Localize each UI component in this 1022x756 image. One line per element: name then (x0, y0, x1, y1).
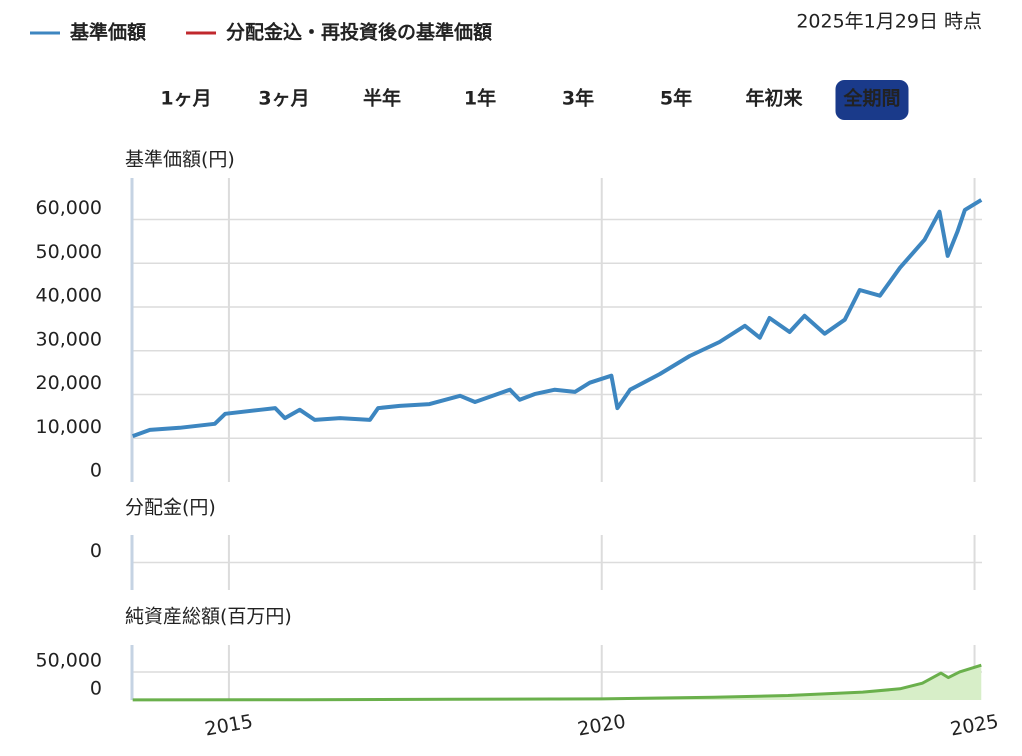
y-tick-label: 60,000 (36, 197, 102, 219)
y-tick-label: 0 (90, 678, 102, 700)
y-tick-label: 0 (90, 460, 102, 482)
period-tab[interactable]: 1年 (464, 87, 496, 110)
y-axis-title: 分配金(円) (125, 497, 216, 519)
y-tick-label: 50,000 (36, 241, 102, 263)
period-tab[interactable]: 半年 (363, 87, 401, 110)
area (132, 665, 982, 700)
plot-area (132, 178, 982, 482)
period-tab-active (835, 80, 909, 120)
y-tick-label: 50,000 (36, 649, 102, 671)
y-axis-title: 基準価額(円) (125, 149, 235, 171)
line (132, 198, 983, 438)
y-axis-title: 純資産総額(百万円) (125, 606, 292, 628)
period-tab[interactable]: 3ヶ月 (258, 88, 309, 110)
x-tick-label: 2020 (576, 710, 627, 740)
y-tick-label: 10,000 (36, 416, 102, 438)
period-tab[interactable]: 5年 (660, 87, 692, 110)
period-tab[interactable]: 1ヶ月 (160, 88, 211, 110)
y-tick-label: 0 (90, 540, 102, 562)
y-tick-label: 20,000 (36, 372, 102, 394)
x-tick-label: 2025 (949, 710, 1000, 740)
line (132, 663, 982, 702)
period-tab[interactable]: 年初来 (745, 87, 802, 110)
y-tick-label: 40,000 (36, 285, 102, 307)
period-tab[interactable]: 全期間 (842, 87, 900, 110)
y-tick-label: 30,000 (36, 328, 102, 350)
legend-label: 分配金込・再投資後の基準価額 (226, 21, 492, 44)
legend-label: 基準価額 (69, 21, 146, 44)
as-of-date: 2025年1月29日 時点 (796, 11, 982, 33)
period-tab[interactable]: 3年 (562, 87, 594, 110)
x-tick-label: 2015 (203, 710, 254, 740)
